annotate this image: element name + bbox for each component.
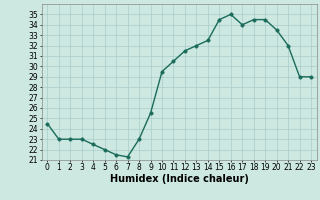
X-axis label: Humidex (Indice chaleur): Humidex (Indice chaleur): [110, 174, 249, 184]
